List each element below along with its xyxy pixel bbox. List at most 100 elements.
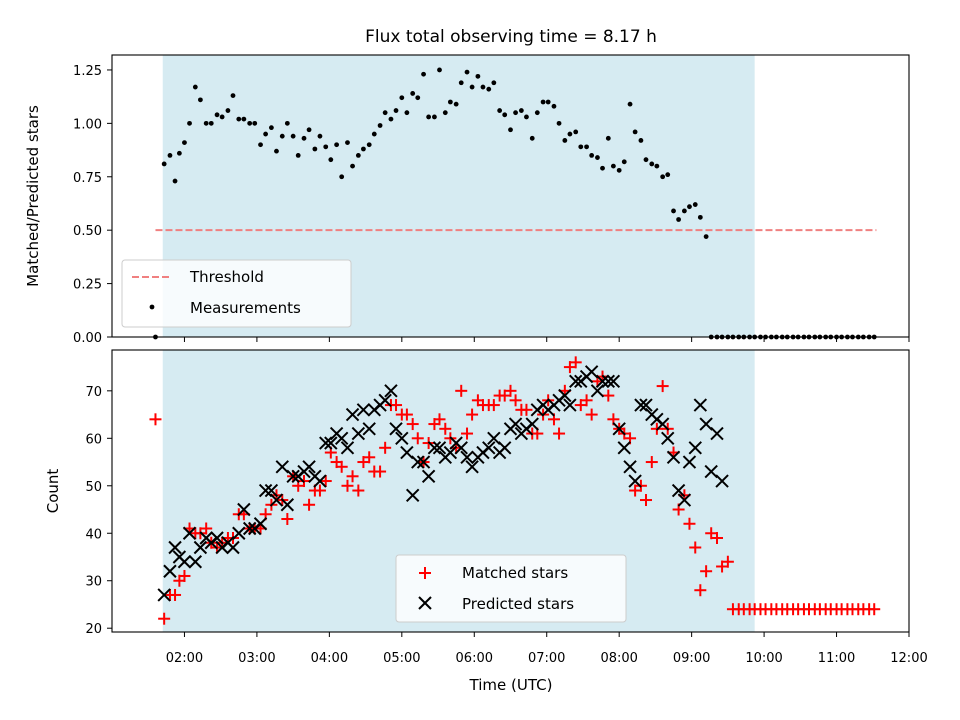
predicted-star-point — [182, 526, 197, 540]
measurement-point — [203, 120, 209, 126]
measurement-point — [502, 112, 508, 118]
predicted-star-point — [454, 441, 468, 455]
measurement-point — [605, 135, 611, 141]
measurement-point — [437, 67, 442, 73]
matched-star-point — [169, 588, 182, 601]
predicted-star-point — [661, 431, 675, 446]
measurement-point — [632, 129, 638, 135]
matched-star-point — [379, 441, 392, 454]
predicted-star-point — [465, 460, 479, 474]
matched-star-point — [335, 460, 348, 473]
measurement-point — [453, 101, 459, 107]
matched-star-point — [466, 408, 479, 421]
measurement-point — [284, 120, 290, 126]
measurement-point — [241, 116, 247, 122]
predicted-star-point — [210, 531, 224, 545]
x-tick-label: 02:00 — [166, 651, 203, 666]
predicted-star-point — [334, 431, 349, 446]
measurement-point — [567, 131, 573, 137]
measurement-point — [252, 120, 258, 126]
measurement-point — [551, 103, 557, 109]
predicted-star-point — [389, 422, 403, 436]
bottom-y-ticks: 20 30 40 50 60 70 — [85, 385, 112, 637]
matched-star-point — [400, 408, 413, 421]
predicted-star-point — [677, 493, 692, 507]
predicted-star-point — [395, 431, 409, 446]
measurement-point — [247, 120, 253, 126]
measurement-point — [703, 234, 709, 239]
y-tick-label: 1.00 — [73, 117, 102, 132]
y-tick-label: 40 — [85, 527, 102, 542]
matched-star-point — [439, 422, 452, 435]
bottom-legend-box — [395, 554, 627, 623]
y-tick-label: 60 — [85, 432, 102, 447]
matched-star-point — [281, 513, 294, 526]
measurement-point — [279, 133, 285, 139]
matched-star-point — [520, 403, 533, 416]
matched-star-point — [158, 612, 171, 625]
matched-star-point — [341, 479, 354, 492]
measurement-point — [274, 148, 279, 154]
measurement-point — [529, 135, 535, 141]
predicted-star-point — [232, 526, 246, 540]
y-tick-label: 1.25 — [73, 64, 102, 79]
matched-star-point — [689, 541, 702, 554]
matched-star-point — [363, 451, 376, 464]
matched-star-point — [868, 603, 881, 616]
measurement-point — [426, 114, 432, 120]
bottom-legend: Matched stars Predicted stars — [395, 554, 627, 623]
predicted-star-point — [253, 517, 268, 531]
predicted-star-point — [384, 384, 398, 398]
measurement-point — [616, 167, 622, 173]
predicted-star-point — [460, 450, 474, 465]
top-legend: Threshold Measurements — [121, 259, 352, 328]
measurement-point — [176, 150, 182, 156]
matched-star-point — [700, 565, 713, 578]
measurement-point — [328, 157, 334, 163]
measurement-point — [182, 140, 187, 145]
measurement-point — [306, 127, 312, 133]
predicted-star-point — [313, 474, 327, 488]
measurement-point — [621, 159, 627, 165]
predicted-star-point — [319, 436, 333, 450]
matched-star-point — [721, 555, 734, 568]
measurement-point — [540, 99, 546, 105]
matched-star-point — [346, 470, 359, 483]
measurement-point — [404, 110, 410, 116]
matched-star-point — [639, 494, 652, 507]
measurement-point — [524, 114, 529, 120]
matched-star-point — [313, 484, 326, 497]
measurement-point — [345, 140, 350, 145]
predicted-star-point — [623, 460, 637, 474]
top-y-axis-label: Matched/Predicted stars — [24, 105, 42, 287]
top-chart-title: Flux total observing time = 8.17 h — [365, 27, 657, 47]
predicted-star-point — [688, 441, 702, 455]
predicted-star-point — [563, 398, 577, 412]
x-tick-label: 03:00 — [238, 651, 275, 666]
matched-star-point — [710, 532, 723, 544]
predicted-star-point — [286, 469, 300, 483]
predicted-star-point — [590, 384, 605, 398]
predicted-star-point — [558, 388, 572, 403]
predicted-star-point — [411, 455, 425, 469]
predicted-star-point — [378, 393, 392, 408]
measurement-point — [518, 108, 524, 113]
x-tick-label: 12:00 — [890, 651, 927, 666]
measurement-point — [225, 108, 231, 113]
measurement-point — [464, 69, 470, 75]
predicted-star-point — [595, 374, 610, 389]
predicted-star-point — [666, 450, 681, 465]
measurement-point — [649, 161, 655, 167]
measurement-point — [475, 73, 481, 79]
predicted-star-point — [345, 407, 360, 422]
matched-star-point — [683, 517, 696, 530]
predicted-star-point — [525, 417, 539, 431]
predicted-star-point — [617, 441, 631, 455]
measurement-point — [382, 110, 388, 116]
measurement-point — [534, 110, 540, 116]
predicted-star-point — [482, 441, 496, 455]
measurement-point — [491, 80, 497, 86]
predicted-star-point — [362, 422, 376, 436]
predicted-star-point — [168, 540, 182, 555]
